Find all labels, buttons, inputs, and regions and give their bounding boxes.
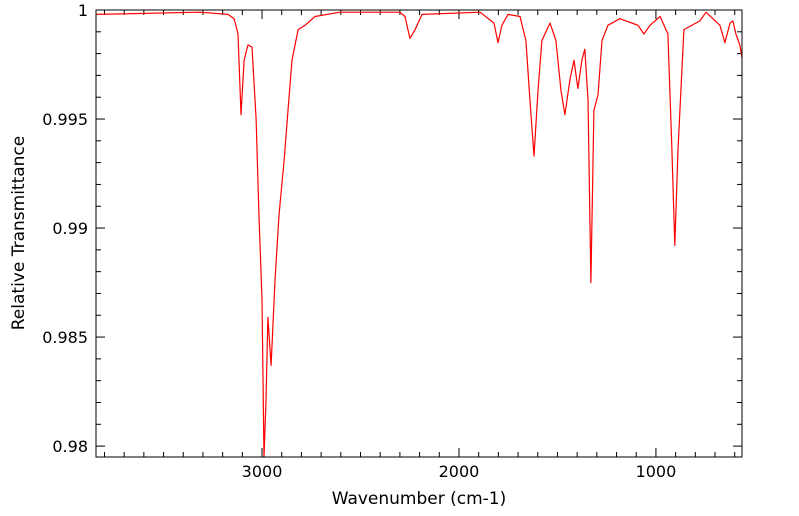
- y-tick-labels: 0.98 0.985 0.99 0.995 1: [42, 1, 88, 456]
- x-tick-labels: 3000 2000 1000: [242, 462, 677, 481]
- y-tick-label: 0.99: [52, 219, 88, 238]
- y-axis-label: Relative Transmittance: [9, 136, 29, 331]
- spectrum-line: [95, 11, 743, 458]
- plot-frame: [95, 9, 743, 458]
- x-axis-label: Wavenumber (cm-1): [332, 489, 507, 509]
- x-tick-label: 2000: [439, 462, 480, 481]
- y-tick-label: 0.985: [42, 328, 88, 347]
- y-tick-label: 0.995: [42, 110, 88, 129]
- y-tick-label: 0.98: [52, 437, 88, 456]
- x-tick-label: 1000: [636, 462, 677, 481]
- x-tick-label: 3000: [242, 462, 283, 481]
- y-tick-label: 1: [78, 1, 88, 20]
- axis-ticks: [96, 9, 742, 457]
